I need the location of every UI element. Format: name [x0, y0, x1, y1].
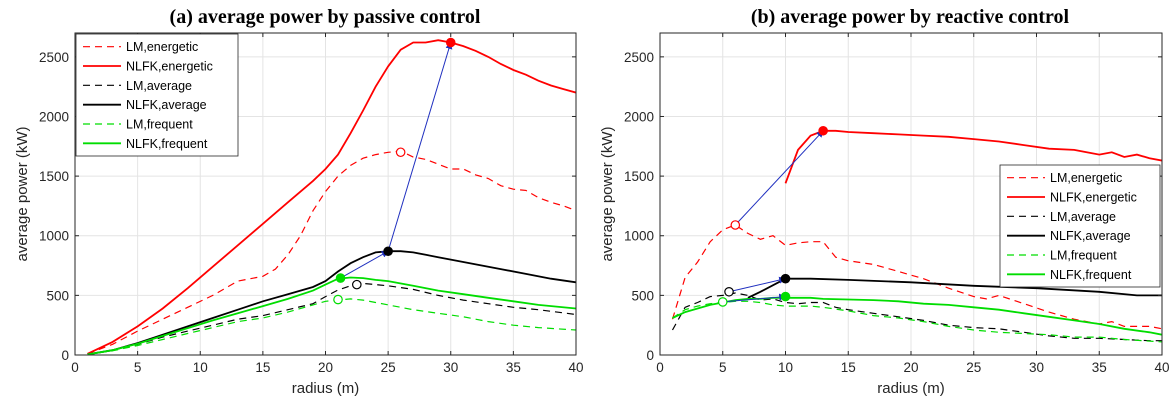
series-line-nlfk-energetic [784, 129, 1162, 184]
y-tick-label: 1000 [39, 229, 69, 244]
y-tick-label: 1500 [624, 169, 654, 184]
y-axis-label: average power (kW) [14, 126, 31, 261]
optimum-marker-nlfk-average [780, 273, 791, 284]
y-tick-label: 0 [646, 348, 654, 363]
annotation-arrow [722, 293, 787, 303]
initial-marker-lm-energetic [730, 220, 741, 230]
legend: LM,energetic NLFK,energetic LM,average NLFK… [999, 164, 1161, 288]
x-tick-label: 35 [1092, 360, 1107, 375]
series-line-nlfk-average [747, 277, 1162, 299]
legend-label: NLFK,energetic [1050, 191, 1137, 205]
x-tick-label: 40 [568, 360, 583, 375]
annotation-arrow [340, 250, 389, 279]
x-axis-label: radius (m) [292, 380, 360, 397]
optimum-marker-nlfk-average [383, 246, 393, 257]
y-tick-label: 500 [631, 288, 654, 303]
legend-label: NLFK,average [1050, 229, 1131, 243]
legend: LM,energetic NLFK,energetic LM,average NLFK… [75, 33, 239, 157]
x-tick-label: 25 [966, 360, 981, 375]
optimum-marker-nlfk-frequent [780, 291, 791, 302]
x-tick-label: 0 [71, 360, 79, 375]
initial-marker-lm-average [352, 279, 362, 290]
legend-box [75, 33, 239, 157]
y-tick-label: 2000 [39, 109, 69, 124]
x-tick-label: 15 [841, 360, 856, 375]
initial-marker-lm-frequent [717, 297, 728, 307]
x-tick-label: 20 [903, 360, 918, 375]
legend-label: LM,energetic [126, 40, 198, 54]
annotation-arrow [728, 276, 787, 293]
x-tick-label: 15 [255, 360, 270, 375]
chart-panel-b: (b) average power by reactive control 0 5 1… [599, 6, 1170, 397]
legend-box [999, 164, 1161, 288]
series-line-lm-frequent [672, 300, 1162, 343]
optimum-marker-nlfk-frequent [335, 273, 346, 283]
legend-label: NLFK,energetic [126, 60, 213, 74]
x-tick-label: 30 [443, 360, 458, 375]
x-tick-label: 5 [719, 360, 727, 375]
legend-label: LM,energetic [1050, 171, 1122, 185]
series-line-nlfk-energetic [87, 39, 576, 355]
x-tick-label: 10 [778, 360, 793, 375]
annotation-arrow [387, 41, 453, 252]
chart-title: (a) average power by passive control [170, 6, 481, 28]
annotation-arrow [734, 130, 824, 226]
y-tick-label: 1000 [624, 229, 654, 244]
x-tick-label: 5 [134, 360, 142, 375]
series-line-nlfk-average [87, 250, 576, 355]
legend-label: NLFK,frequent [126, 137, 208, 151]
legend-label: LM,frequent [126, 118, 193, 132]
y-tick-label: 1500 [39, 169, 69, 184]
y-tick-label: 2500 [39, 50, 69, 65]
x-tick-label: 20 [318, 360, 333, 375]
optimum-marker-nlfk-energetic [818, 125, 828, 136]
y-tick-label: 500 [46, 288, 69, 303]
y-tick-label: 2500 [624, 50, 654, 65]
legend-label: LM,average [1050, 210, 1116, 224]
legend-label: NLFK,frequent [1050, 268, 1132, 282]
y-tick-label: 0 [61, 348, 69, 363]
y-axis-label: average power (kW) [599, 126, 616, 261]
x-tick-label: 25 [381, 360, 396, 375]
x-axis-label: radius (m) [877, 380, 945, 397]
x-tick-label: 10 [193, 360, 208, 375]
legend-label: LM,frequent [1050, 249, 1117, 263]
y-tick-label: 2000 [624, 109, 654, 124]
legend-label: LM,average [126, 79, 192, 93]
chart-panel-a: (a) average power by passive control 0 5 10… [14, 6, 584, 397]
x-tick-label: 0 [656, 360, 664, 375]
initial-marker-lm-average [724, 286, 734, 297]
initial-marker-lm-energetic [395, 147, 406, 158]
optimum-marker-nlfk-energetic [445, 37, 456, 48]
x-tick-label: 30 [1029, 360, 1044, 375]
x-tick-label: 35 [506, 360, 521, 375]
series-line-lm-energetic [671, 224, 1162, 330]
initial-marker-lm-frequent [333, 294, 343, 305]
chart-title: (b) average power by reactive control [751, 6, 1070, 28]
x-tick-label: 40 [1154, 360, 1169, 375]
legend-label: NLFK,average [126, 98, 207, 112]
